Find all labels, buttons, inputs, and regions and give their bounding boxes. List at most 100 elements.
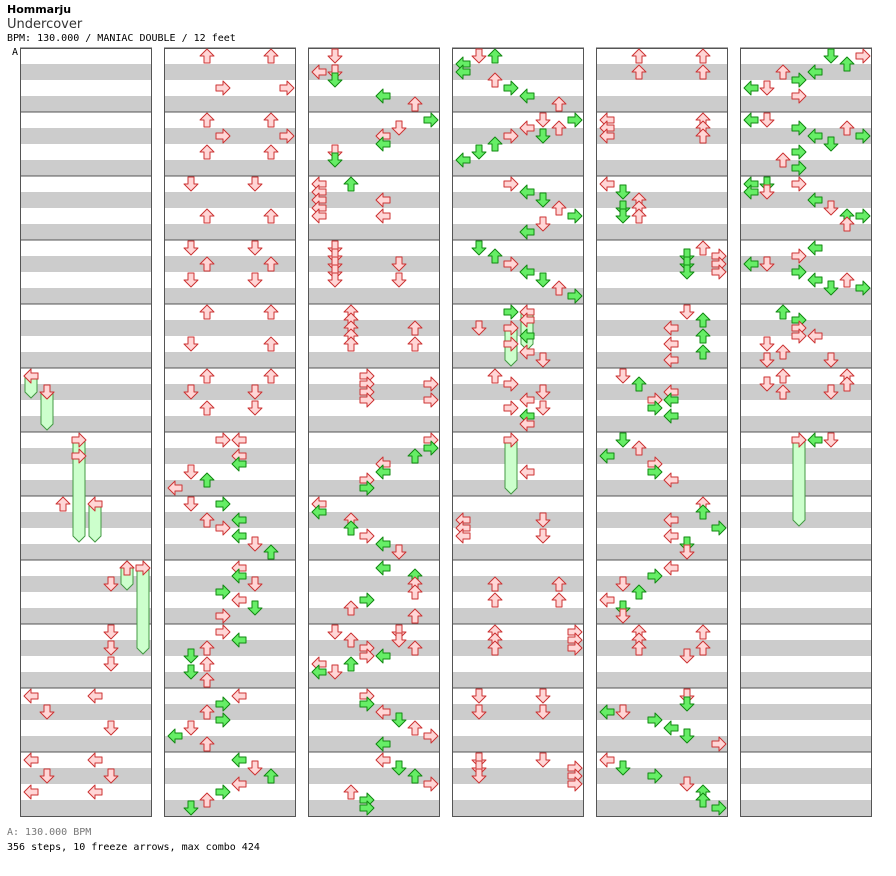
up-arrow <box>407 608 423 624</box>
up-arrow <box>695 792 711 808</box>
down-arrow <box>247 760 263 776</box>
up-arrow <box>695 624 711 640</box>
left-arrow <box>375 208 391 224</box>
up-arrow <box>487 576 503 592</box>
right-arrow <box>791 160 807 176</box>
beat-stripe <box>596 544 728 560</box>
beat-stripe <box>20 480 152 496</box>
beat-stripe <box>740 576 872 592</box>
down-arrow <box>247 536 263 552</box>
beat-stripe <box>164 576 296 592</box>
right-arrow <box>215 608 231 624</box>
beat-stripe <box>20 736 152 752</box>
down-arrow <box>103 576 119 592</box>
beat-stripe <box>20 576 152 592</box>
beat-stripe <box>452 480 584 496</box>
down-arrow <box>103 720 119 736</box>
beat-stripe <box>596 256 728 272</box>
down-arrow <box>247 384 263 400</box>
left-arrow <box>23 688 39 704</box>
left-arrow <box>663 320 679 336</box>
beat-stripe <box>308 736 440 752</box>
up-arrow <box>199 736 215 752</box>
right-arrow <box>567 776 583 792</box>
beat-stripe <box>20 160 152 176</box>
right-arrow <box>359 696 375 712</box>
right-arrow <box>423 728 439 744</box>
beat-stripe <box>20 320 152 336</box>
down-arrow <box>183 240 199 256</box>
right-arrow <box>359 528 375 544</box>
beat-stripe <box>452 416 584 432</box>
beat-stripe <box>452 544 584 560</box>
beat-stripe <box>164 768 296 784</box>
beat-stripe <box>308 224 440 240</box>
up-arrow <box>487 592 503 608</box>
up-arrow <box>263 304 279 320</box>
down-arrow <box>103 624 119 640</box>
step-chart <box>20 47 872 817</box>
beat-stripe <box>452 192 584 208</box>
down-arrow <box>535 352 551 368</box>
up-arrow <box>631 440 647 456</box>
right-arrow <box>215 432 231 448</box>
down-arrow <box>471 144 487 160</box>
right-arrow <box>791 72 807 88</box>
beat-stripe <box>164 640 296 656</box>
right-arrow <box>359 392 375 408</box>
down-arrow <box>759 376 775 392</box>
up-arrow <box>343 784 359 800</box>
beat-stripe <box>20 64 152 80</box>
down-arrow <box>823 136 839 152</box>
beat-stripe <box>452 672 584 688</box>
beat-stripe <box>308 96 440 112</box>
beat-stripe <box>164 288 296 304</box>
beat-stripe <box>740 640 872 656</box>
up-arrow <box>199 112 215 128</box>
up-arrow <box>199 792 215 808</box>
beat-stripe <box>452 448 584 464</box>
right-arrow <box>135 560 151 576</box>
chart-column-5 <box>596 47 728 817</box>
left-arrow <box>663 392 679 408</box>
up-arrow <box>631 376 647 392</box>
down-arrow <box>327 48 343 64</box>
right-arrow <box>503 304 519 320</box>
right-arrow <box>711 520 727 536</box>
down-arrow <box>471 320 487 336</box>
up-arrow <box>343 336 359 352</box>
down-arrow <box>471 240 487 256</box>
up-arrow <box>407 768 423 784</box>
column-border <box>164 48 296 817</box>
up-arrow <box>487 136 503 152</box>
up-arrow <box>695 344 711 360</box>
up-arrow <box>407 96 423 112</box>
beat-stripe <box>740 416 872 432</box>
beat-stripe <box>596 480 728 496</box>
down-arrow <box>679 264 695 280</box>
left-arrow <box>599 176 615 192</box>
down-arrow <box>471 48 487 64</box>
beat-stripe <box>596 224 728 240</box>
down-arrow <box>183 336 199 352</box>
down-arrow <box>39 704 55 720</box>
up-arrow <box>407 320 423 336</box>
chart-footer: A: 130.000 BPM 356 steps, 10 freeze arro… <box>7 825 260 855</box>
up-arrow <box>551 592 567 608</box>
right-arrow <box>791 432 807 448</box>
beat-stripe <box>740 96 872 112</box>
up-arrow <box>263 144 279 160</box>
left-arrow <box>375 648 391 664</box>
left-arrow <box>87 784 103 800</box>
left-arrow <box>375 88 391 104</box>
beat-stripe <box>596 608 728 624</box>
right-arrow <box>215 496 231 512</box>
right-arrow <box>791 88 807 104</box>
up-arrow <box>263 336 279 352</box>
left-arrow <box>807 432 823 448</box>
right-arrow <box>503 400 519 416</box>
beat-stripe <box>740 192 872 208</box>
right-arrow <box>647 568 663 584</box>
left-arrow <box>311 64 327 80</box>
up-arrow <box>199 472 215 488</box>
